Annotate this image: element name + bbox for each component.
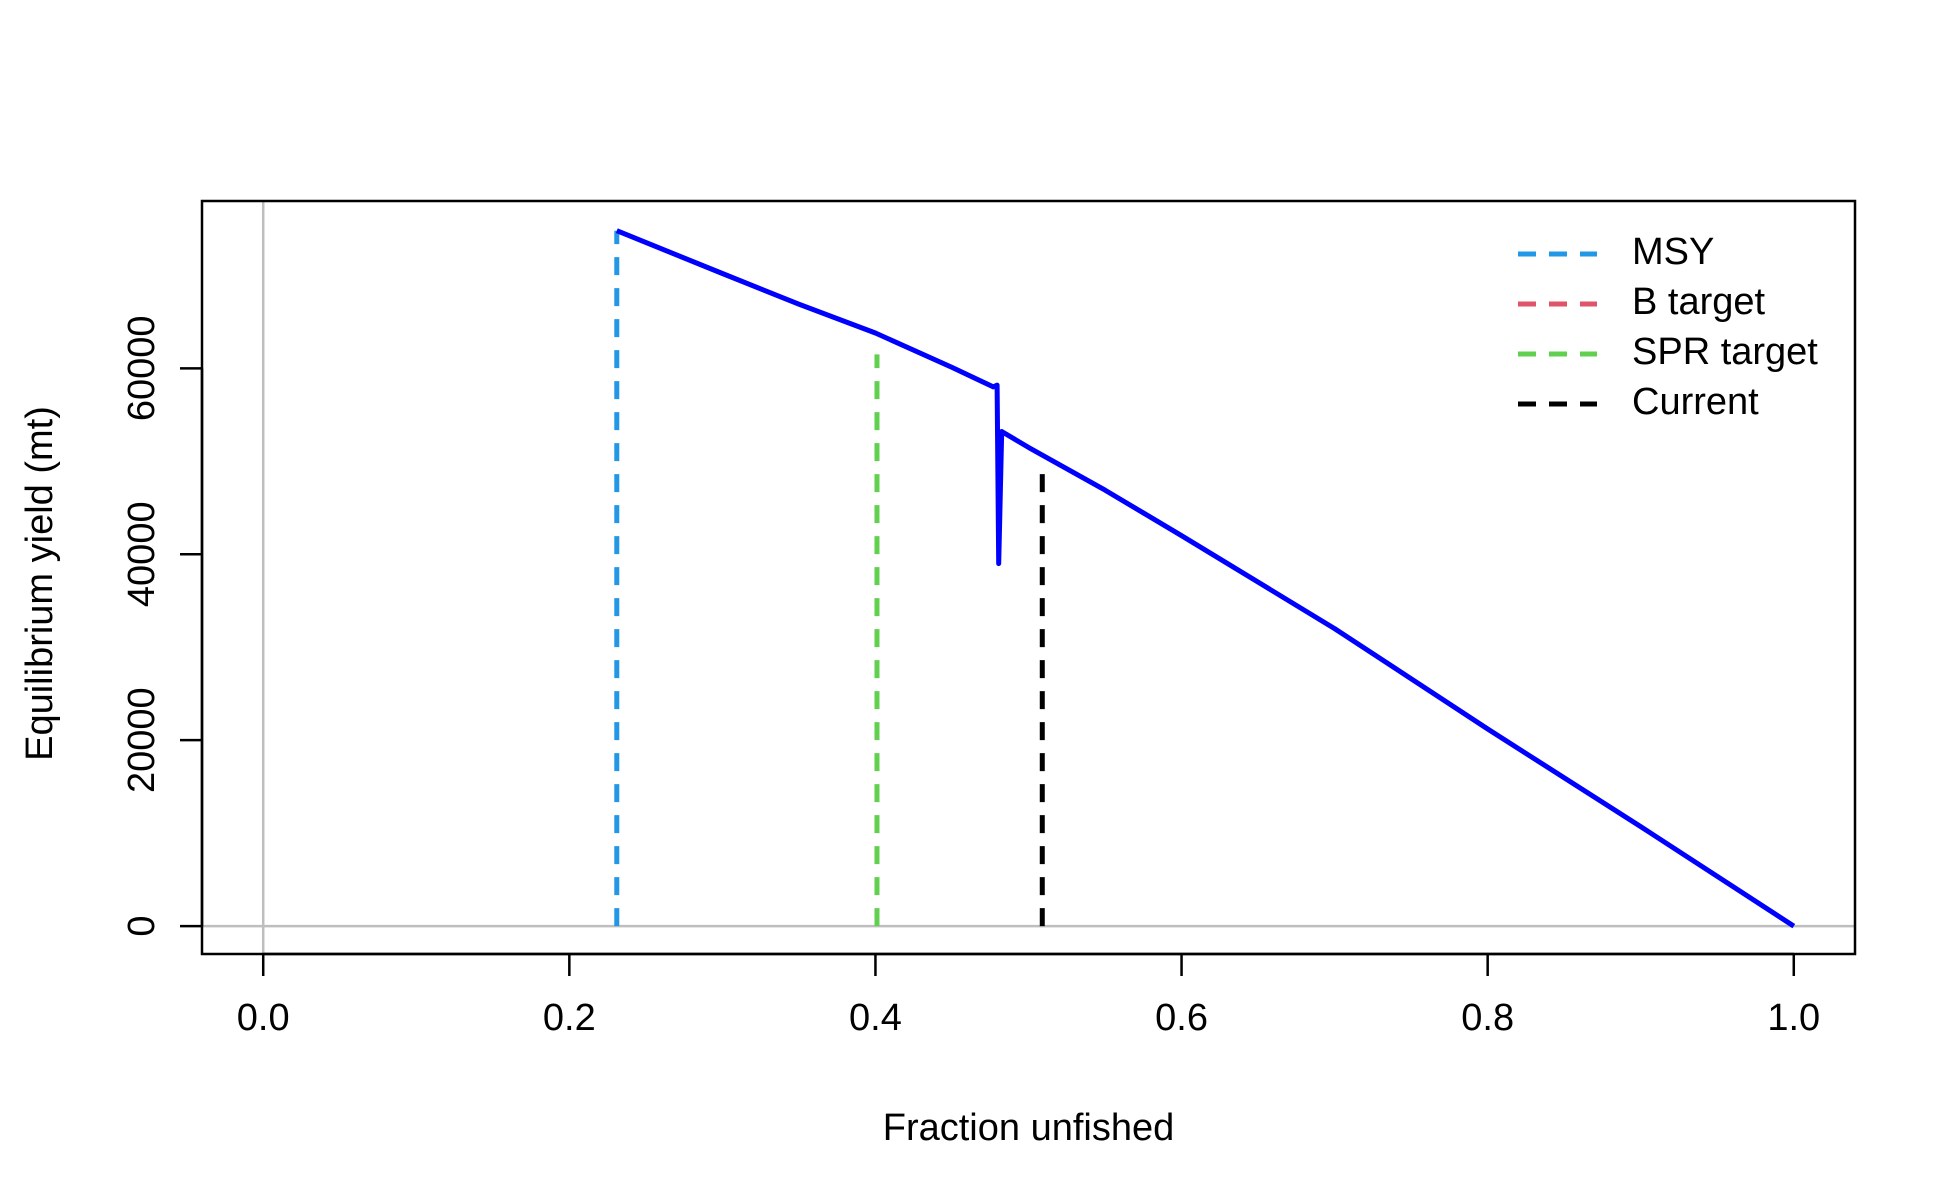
y-tick-label: 20000 xyxy=(121,687,163,793)
x-tick-label: 0.6 xyxy=(1155,997,1208,1039)
reference-lines xyxy=(202,201,1855,954)
y-tick-label: 60000 xyxy=(121,315,163,421)
x-axis-title: Fraction unfished xyxy=(883,1107,1175,1149)
x-tick-label: 0.8 xyxy=(1461,997,1514,1039)
x-axis: 0.0 0.2 0.4 0.6 0.8 1.0 xyxy=(237,952,1820,1039)
y-tick-label: 0 xyxy=(121,916,163,937)
y-tick-label: 40000 xyxy=(121,501,163,607)
x-tick-label: 0.0 xyxy=(237,997,290,1039)
x-tick-label: 1.0 xyxy=(1767,997,1820,1039)
series-layer xyxy=(615,228,1796,929)
yield-curve-line xyxy=(615,228,1796,929)
x-tick-label: 0.4 xyxy=(849,997,902,1039)
legend: MSY B target SPR target Current xyxy=(1518,231,1818,423)
y-axis-title: Equilibrium yield (mt) xyxy=(19,406,61,761)
legend-label-msy: MSY xyxy=(1632,231,1714,273)
legend-label-b-target: B target xyxy=(1632,281,1766,323)
x-tick-label: 0.2 xyxy=(543,997,596,1039)
y-axis: 0 20000 40000 60000 xyxy=(121,315,204,937)
legend-label-current: Current xyxy=(1632,381,1759,423)
plot-frame xyxy=(200,199,1857,956)
legend-label-spr-target: SPR target xyxy=(1632,331,1818,373)
vertical-reference-lines xyxy=(614,230,1045,927)
